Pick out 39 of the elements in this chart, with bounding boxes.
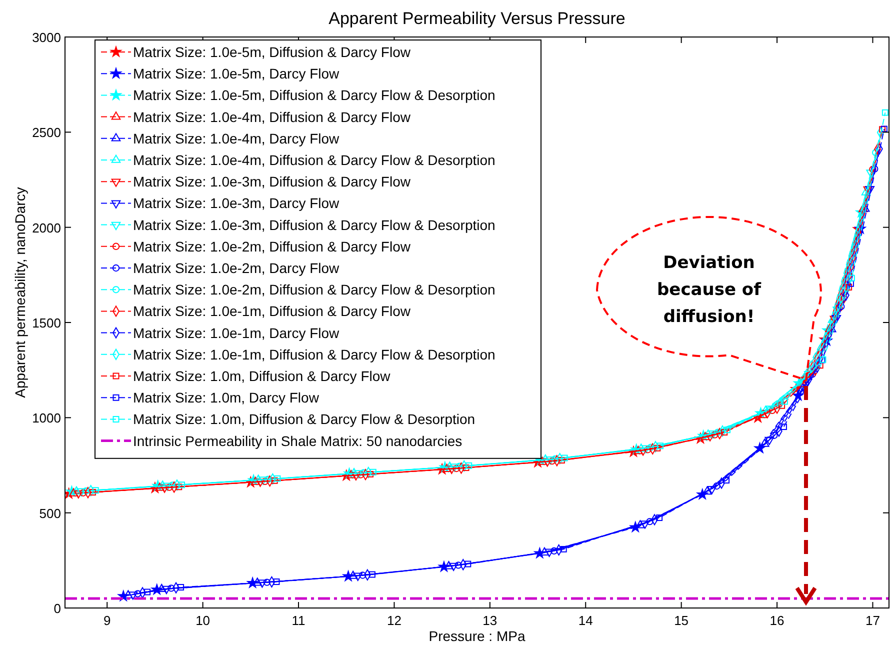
legend-label: Matrix Size: 1.0e-5m, Diffusion & Darcy Flow & Desorption bbox=[133, 87, 496, 104]
x-tick-label: 14 bbox=[578, 613, 593, 628]
y-axis-title: Apparent permeability, nanoDarcy bbox=[12, 187, 28, 398]
x-tick-label: 11 bbox=[292, 613, 306, 628]
legend-label: Matrix Size: 1.0e-4m, Diffusion & Darcy Flow bbox=[133, 108, 412, 125]
legend-label: Matrix Size: 1.0e-2m, Darcy Flow bbox=[133, 260, 340, 276]
x-tick-label: 16 bbox=[770, 613, 784, 628]
x-tick-label: 13 bbox=[482, 613, 498, 628]
legend-label: Matrix Size: 1.0e-3m, Diffusion & Darcy Flow & Desorption bbox=[133, 216, 496, 233]
legend-label: Matrix Size: 1.0e-3m, Diffusion & Darcy Flow bbox=[133, 174, 412, 190]
y-tick-label: 0 bbox=[54, 601, 61, 616]
x-tick-label: 12 bbox=[386, 613, 402, 628]
legend-label: Matrix Size: 1.0e-3m, Darcy Flow bbox=[133, 195, 340, 212]
legend-label: Intrinsic Permeability in Shale Matrix: 50 nanodarcies bbox=[133, 432, 462, 449]
legend-label: Matrix Size: 1.0e-5m, Darcy Flow bbox=[133, 66, 340, 82]
x-tick-label: 15 bbox=[674, 613, 689, 628]
legend-label: Matrix Size: 1.0e-1m, Diffusion & Darcy Flow & Desorption bbox=[133, 346, 496, 362]
legend-label: Matrix Size: 1.0e-4m, Darcy Flow bbox=[133, 130, 340, 146]
y-tick-label: 1000 bbox=[32, 410, 61, 426]
legend-label: Matrix Size: 1.0e-1m, Darcy Flow bbox=[133, 324, 340, 341]
legend-label: Matrix Size: 1.0e-1m, Diffusion & Darcy Flow bbox=[133, 303, 412, 320]
x-axis-title: Pressure : MPa bbox=[428, 628, 526, 644]
x-tick-label: 17 bbox=[865, 613, 880, 628]
x-tick-label: 9 bbox=[103, 613, 111, 628]
annotation: Deviation because of diffusion! bbox=[657, 253, 762, 327]
chart-title: Apparent Permeability Versus Pressure bbox=[328, 9, 626, 28]
legend-label: Matrix Size: 1.0m, Diffusion & Darcy Flow bbox=[133, 368, 392, 384]
legend-label: Matrix Size: 1.0m, Darcy Flow bbox=[133, 390, 320, 406]
y-tick-label: 3000 bbox=[32, 30, 61, 45]
x-tick-label: 10 bbox=[196, 613, 210, 628]
y-tick-label: 500 bbox=[39, 506, 61, 521]
legend-label: Matrix Size: 1.0e-5m, Diffusion & Darcy Flow bbox=[133, 44, 412, 60]
legend-label: Matrix Size: 1.0e-2m, Diffusion & Darcy Flow bbox=[133, 238, 412, 254]
legend-label: Matrix Size: 1.0e-4m, Diffusion & Darcy Flow & Desorption bbox=[133, 152, 496, 168]
legend-label: Matrix Size: 1.0e-2m, Diffusion & Darcy Flow & Desorption bbox=[133, 282, 496, 298]
y-tick-label: 2500 bbox=[32, 125, 61, 140]
y-tick-label: 2000 bbox=[32, 220, 61, 236]
y-tick-label: 1500 bbox=[32, 316, 61, 330]
legend-label: Matrix Size: 1.0m, Diffusion & Darcy Flow & Desorption bbox=[133, 411, 476, 428]
